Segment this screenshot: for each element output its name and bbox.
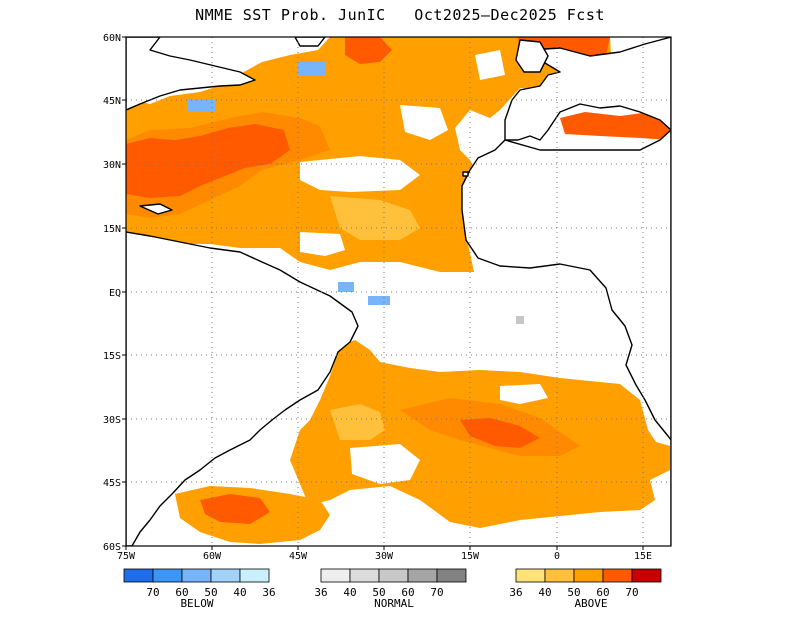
lat-label: EQ <box>109 288 121 299</box>
north-gap-3 <box>300 232 345 256</box>
legend-normal-tick: 50 <box>372 586 385 599</box>
lon-label: 0 <box>554 551 560 562</box>
below-patch-1 <box>298 62 326 76</box>
legend-below-swatch <box>239 568 270 583</box>
british-isles-land <box>515 39 549 73</box>
legend-below-swatch <box>123 568 154 583</box>
legend-below-tick: 70 <box>146 586 159 599</box>
normal-patch-1 <box>516 316 524 324</box>
legend-below-swatch <box>181 568 212 583</box>
north-gap-2 <box>400 105 448 140</box>
lat-label: 15N <box>103 224 121 235</box>
north-america-land <box>126 37 256 111</box>
legend-normal: 36 40 50 60 70 NORMAL <box>314 568 467 610</box>
south-west-60-shading <box>200 494 270 524</box>
legend-normal-tick: 60 <box>401 586 414 599</box>
legend-below-swatch <box>152 568 183 583</box>
south-atlantic-60-shading <box>460 418 540 448</box>
south-gap-2 <box>500 384 548 404</box>
legend-normal-swatch <box>407 568 438 583</box>
legend-below-tick: 50 <box>204 586 217 599</box>
lon-label: 15E <box>634 551 652 562</box>
lon-label: 60W <box>203 551 222 562</box>
legend-normal-swatch <box>378 568 409 583</box>
lat-lon-grid <box>126 37 671 546</box>
legend-above-swatch <box>573 568 604 583</box>
longitude-labels: 75W 60W 45W 30W 15W 0 15E <box>117 551 652 562</box>
north-atlantic-above-shading <box>126 37 611 272</box>
lat-label: 45S <box>103 478 121 489</box>
north-gap-1 <box>300 156 420 192</box>
africa-land <box>461 129 671 546</box>
europe-africa-land <box>504 37 671 141</box>
legend-above-swatch <box>515 568 546 583</box>
legend-above-tick: 60 <box>596 586 609 599</box>
lon-label: 15W <box>461 551 480 562</box>
legend-normal-tick: 70 <box>430 586 443 599</box>
legend-below-tick: 36 <box>262 586 275 599</box>
legend-below-tick: 60 <box>175 586 188 599</box>
legend-above-title: ABOVE <box>574 597 607 610</box>
legend-normal-swatch <box>349 568 380 583</box>
map-title: NMME SST Prob. JunIC Oct2025–Dec2025 Fcs… <box>195 6 605 24</box>
lat-label: 15S <box>103 351 121 362</box>
lat-label: 60S <box>103 542 121 553</box>
legend-above-swatch <box>631 568 662 583</box>
lat-label: 60N <box>103 33 121 44</box>
north-atlantic-60-shading <box>126 124 290 198</box>
shading-layer <box>126 37 670 544</box>
lat-label: 45N <box>103 96 121 107</box>
north-yellow-patch <box>330 196 420 240</box>
legend-normal-title: NORMAL <box>374 597 414 610</box>
legend-below-swatch <box>210 568 241 583</box>
lat-label: 30N <box>103 160 121 171</box>
lat-label: 30S <box>103 415 121 426</box>
lon-label: 75W <box>117 551 136 562</box>
legend-normal-tick: 36 <box>314 586 327 599</box>
legend-above-swatch <box>602 568 633 583</box>
below-patch-2 <box>188 100 216 112</box>
south-america-land <box>126 231 359 546</box>
legend-above-tick: 70 <box>625 586 638 599</box>
lon-label: 45W <box>289 551 308 562</box>
south-yellow-patch <box>330 404 385 440</box>
legend-normal-swatch <box>320 568 351 583</box>
legend-below-tick: 40 <box>233 586 246 599</box>
legend-above-swatch <box>544 568 575 583</box>
legend-above: 36 40 50 60 70 ABOVE <box>509 568 662 610</box>
below-patch-4 <box>368 296 390 305</box>
legend-above-tick: 40 <box>538 586 551 599</box>
tick-marks <box>122 36 644 550</box>
below-patch-3 <box>338 282 354 292</box>
south-gap-1 <box>350 444 420 484</box>
legend-below-title: BELOW <box>180 597 213 610</box>
legend-normal-tick: 40 <box>343 586 356 599</box>
legend-above-tick: 50 <box>567 586 580 599</box>
legend-above-tick: 36 <box>509 586 522 599</box>
legend-below: 70 60 50 40 36 BELOW <box>123 568 276 610</box>
subpolar-60-shading <box>345 37 392 64</box>
canary-islands <box>462 171 469 177</box>
legend-normal-swatch <box>436 568 467 583</box>
latitude-labels: 60N 45N 30N 15N EQ 15S 30S 45S 60S <box>103 33 121 553</box>
greenland-land <box>294 37 326 47</box>
north-gap-4 <box>475 50 505 80</box>
coastlines <box>126 37 671 546</box>
cuba-land <box>139 203 173 215</box>
lon-label: 30W <box>375 551 394 562</box>
